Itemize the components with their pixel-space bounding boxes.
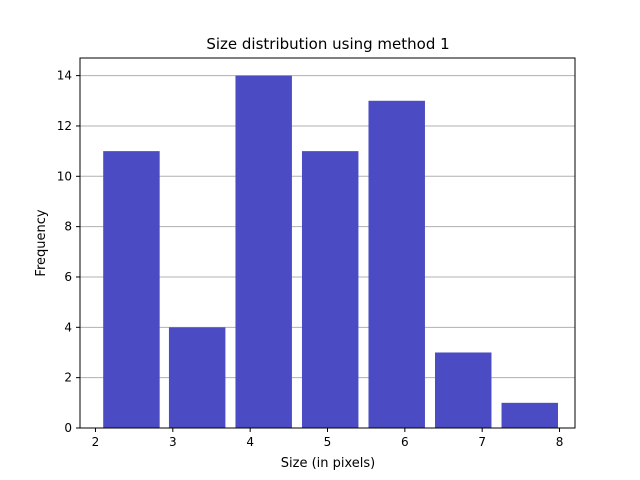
y-axis-label: Frequency (34, 209, 49, 276)
x-tick-label-6: 6 (401, 435, 409, 449)
bar-3 (235, 75, 292, 428)
bar-7 (501, 402, 558, 428)
y-axis-ticks: 0 2 4 6 8 10 12 14 (57, 69, 80, 435)
y-tick-label-6: 6 (64, 270, 72, 284)
bar-1 (103, 151, 160, 428)
x-tick-label-4: 4 (246, 435, 254, 449)
x-axis-label: Size (in pixels) (281, 456, 376, 471)
x-tick-label-2: 2 (92, 435, 100, 449)
x-tick-label-7: 7 (478, 435, 486, 449)
bar-5 (368, 100, 425, 428)
chart-title: Size distribution using method 1 (206, 35, 449, 53)
bar-4 (301, 151, 359, 428)
y-tick-label-12: 12 (57, 119, 72, 133)
y-tick-label-0: 0 (64, 421, 72, 435)
x-tick-label-5: 5 (324, 435, 332, 449)
x-tick-label-3: 3 (169, 435, 177, 449)
bars (103, 75, 558, 428)
x-tick-label-8: 8 (556, 435, 564, 449)
x-axis-ticks: 2 3 4 5 6 7 8 (92, 428, 564, 449)
y-tick-label-4: 4 (64, 320, 72, 334)
y-tick-label-14: 14 (57, 69, 72, 83)
bar-2 (168, 327, 226, 428)
y-tick-label-10: 10 (57, 169, 72, 183)
y-tick-label-2: 2 (64, 371, 72, 385)
y-tick-label-8: 8 (64, 220, 72, 234)
bar-6 (435, 352, 492, 428)
